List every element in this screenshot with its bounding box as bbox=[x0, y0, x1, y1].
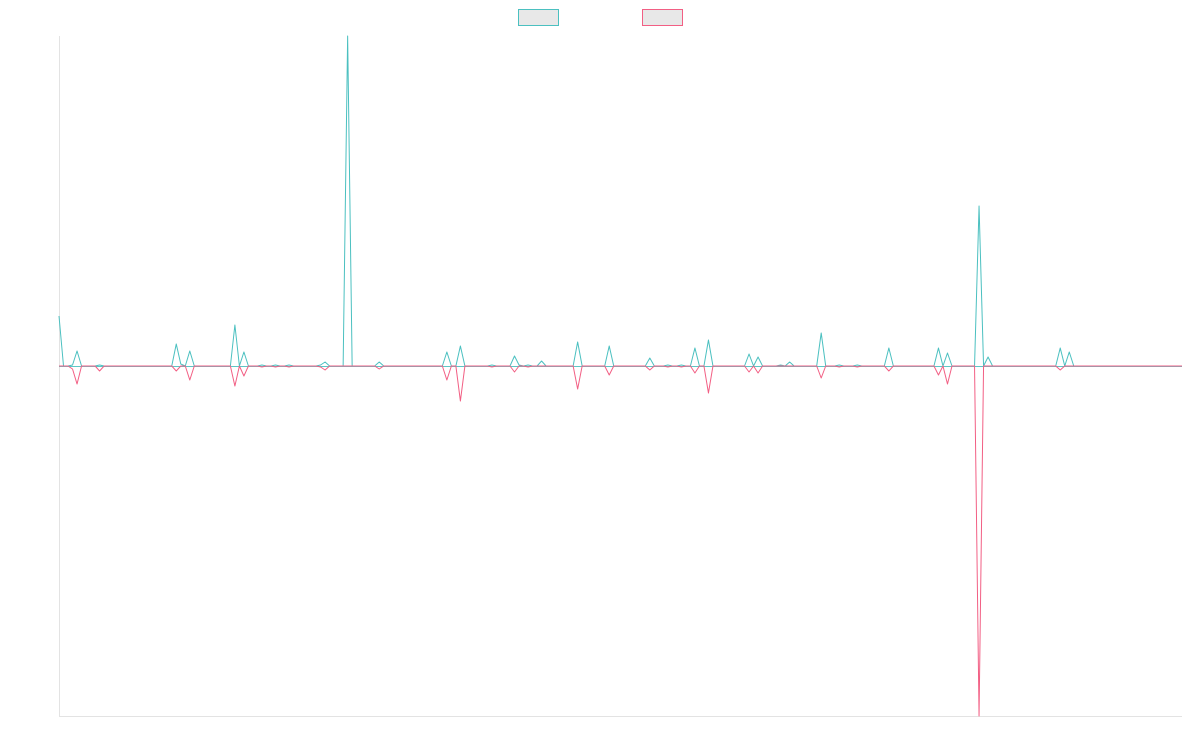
series-line-1 bbox=[58, 35, 1182, 367]
series-line-2 bbox=[59, 365, 1182, 717]
series-group bbox=[58, 35, 1182, 717]
legend-swatch-1[interactable] bbox=[518, 9, 559, 26]
legend bbox=[518, 9, 683, 26]
legend-swatch-2[interactable] bbox=[642, 9, 683, 26]
